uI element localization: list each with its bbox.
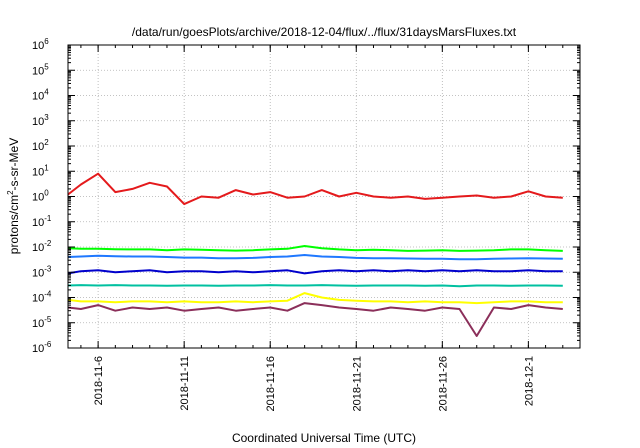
y-tick-label-exponent: -3 bbox=[44, 264, 52, 273]
x-tick-label: 2018-12-1 bbox=[523, 356, 535, 406]
x-tick-label: 2018-11-26 bbox=[437, 356, 449, 411]
grid bbox=[68, 45, 580, 348]
y-tick-label-exponent: 3 bbox=[44, 113, 49, 122]
y-tick-label: 100 bbox=[32, 189, 49, 204]
x-tick-label: 2018-11-11 bbox=[179, 356, 191, 411]
series-lines bbox=[67, 172, 563, 337]
x-tick-label: 2018-11-16 bbox=[265, 356, 277, 411]
series-line-6 bbox=[67, 292, 563, 305]
y-tick-label: 102 bbox=[32, 138, 49, 153]
y-tick-label-exponent: -5 bbox=[44, 315, 52, 324]
y-tick-label-exponent: 5 bbox=[44, 62, 49, 71]
y-tick-label: 10-1 bbox=[32, 214, 52, 229]
chart-title: /data/run/goesPlots/archive/2018-12-04/f… bbox=[132, 25, 517, 39]
y-tick-label: 10-2 bbox=[32, 239, 52, 254]
y-tick-label: 104 bbox=[32, 88, 49, 103]
series-line-7 bbox=[67, 302, 563, 337]
y-tick-label: 10-3 bbox=[32, 264, 52, 279]
x-tick-label: 2018-11-21 bbox=[351, 356, 363, 411]
y-axis-label-exponent: 2 bbox=[6, 190, 15, 195]
x-tick-label: 2018-11-6 bbox=[93, 356, 105, 405]
y-axis-label-prefix: protons/cm bbox=[7, 195, 21, 254]
y-tick-label: 10-5 bbox=[32, 315, 52, 330]
y-tick-label: 101 bbox=[32, 163, 49, 178]
y-tick-label-exponent: 0 bbox=[44, 189, 49, 198]
y-tick-label-exponent: 4 bbox=[44, 88, 49, 97]
y-tick-label: 10-6 bbox=[32, 340, 52, 355]
series-line-5 bbox=[67, 284, 563, 288]
y-tick-label: 105 bbox=[32, 62, 49, 77]
y-tick-label: 106 bbox=[32, 37, 49, 52]
y-tick-label-exponent: -4 bbox=[44, 290, 52, 299]
y-tick-label-exponent: 1 bbox=[44, 163, 49, 172]
y-tick-label-exponent: -1 bbox=[44, 214, 52, 223]
y-tick-label-exponent: 6 bbox=[44, 37, 49, 46]
y-axis-label-suffix: -s-sr-MeV bbox=[7, 138, 21, 191]
y-tick-label: 10-4 bbox=[32, 290, 52, 305]
series-line-1 bbox=[67, 172, 563, 206]
x-axis: 2018-11-6 2018-11-11 2018-11-16 2018-11-21 2… bbox=[80, 45, 581, 411]
y-tick-label-exponent: -6 bbox=[44, 340, 52, 349]
series-line-3 bbox=[67, 254, 563, 261]
y-axis-label: protons/cm2-s-sr-MeV bbox=[6, 138, 21, 254]
y-tick-label: 103 bbox=[32, 113, 49, 128]
x-axis-label: Coordinated Universal Time (UTC) bbox=[232, 431, 416, 445]
y-tick-label-exponent: -2 bbox=[44, 239, 52, 248]
series-line-4 bbox=[67, 269, 563, 275]
series-line-2 bbox=[67, 245, 563, 252]
y-tick-label-exponent: 2 bbox=[44, 138, 49, 147]
